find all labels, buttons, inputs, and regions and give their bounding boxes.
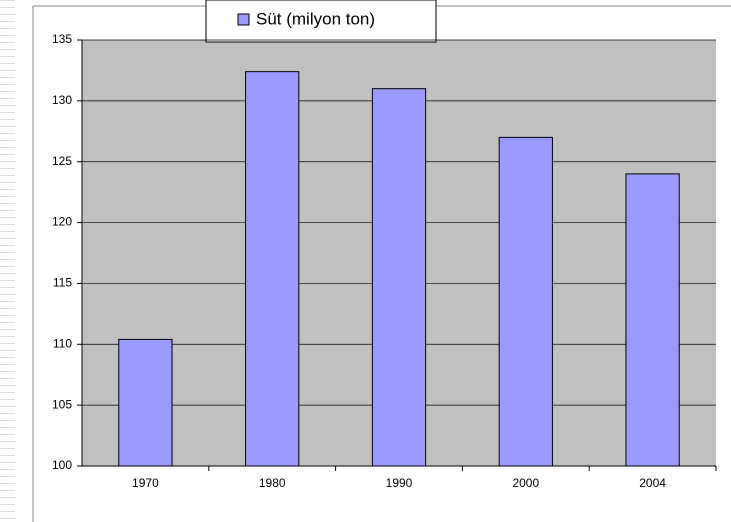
y-tick-label: 115 bbox=[53, 276, 72, 290]
bar bbox=[625, 173, 680, 467]
y-tick-label: 130 bbox=[52, 93, 72, 107]
legend-swatch bbox=[237, 13, 250, 26]
y-tick-label: 135 bbox=[52, 32, 72, 46]
x-tick-label: 2004 bbox=[639, 476, 666, 490]
bar bbox=[245, 71, 300, 467]
x-tick-label: 1980 bbox=[259, 476, 286, 490]
x-tick-label: 1990 bbox=[386, 476, 413, 490]
legend: Süt (milyon ton) bbox=[205, 0, 437, 43]
legend-label: Süt (milyon ton) bbox=[256, 9, 375, 28]
y-tick-label: 110 bbox=[53, 336, 72, 350]
bar bbox=[371, 88, 427, 467]
y-tick-label: 125 bbox=[52, 154, 72, 168]
y-tick-label: 100 bbox=[52, 458, 72, 472]
x-tick-label: 1970 bbox=[132, 476, 159, 490]
y-tick-label: 105 bbox=[52, 397, 72, 411]
bar bbox=[498, 136, 553, 467]
y-tick-label: 120 bbox=[52, 215, 72, 229]
bar bbox=[118, 338, 173, 467]
x-tick-label: 2000 bbox=[512, 476, 539, 490]
